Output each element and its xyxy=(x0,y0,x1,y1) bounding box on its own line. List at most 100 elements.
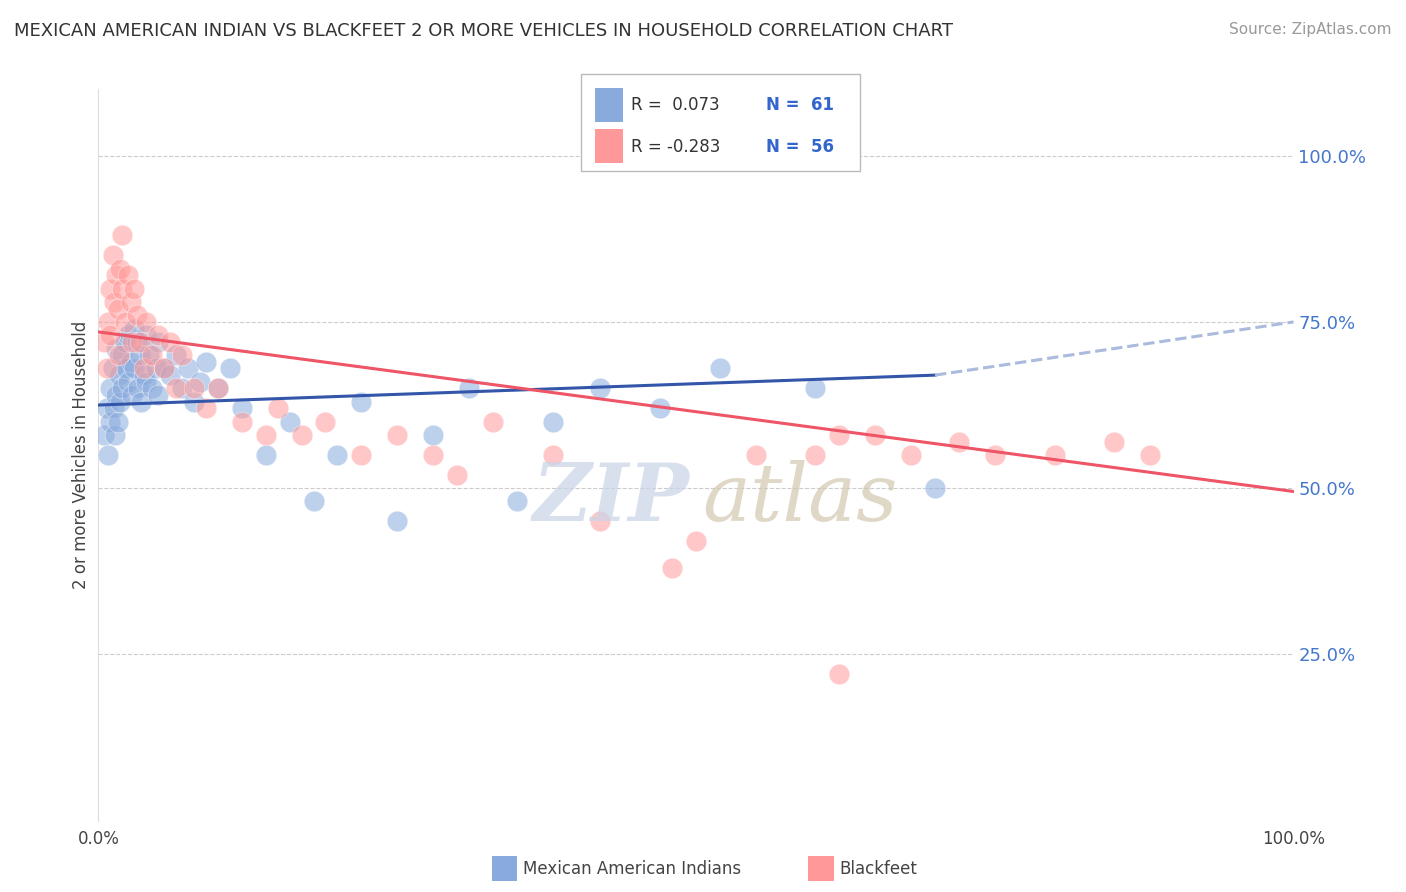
Point xyxy=(648,401,672,416)
Point xyxy=(93,428,115,442)
Text: R =  0.073: R = 0.073 xyxy=(631,96,720,114)
Point xyxy=(98,328,122,343)
Point xyxy=(135,328,157,343)
Point xyxy=(98,415,122,429)
Text: Source: ZipAtlas.com: Source: ZipAtlas.com xyxy=(1229,22,1392,37)
Point xyxy=(865,428,887,442)
Point xyxy=(446,467,468,482)
Point xyxy=(124,321,146,335)
Point xyxy=(117,375,139,389)
Point xyxy=(326,448,349,462)
Point xyxy=(159,334,181,349)
Point xyxy=(165,381,187,395)
Point xyxy=(104,428,127,442)
Point xyxy=(129,348,152,362)
Point xyxy=(172,381,194,395)
Point xyxy=(93,334,115,349)
Text: R = -0.283: R = -0.283 xyxy=(631,138,721,156)
Text: ZIP: ZIP xyxy=(533,460,690,538)
Point xyxy=(828,428,851,442)
Point xyxy=(302,494,325,508)
Point xyxy=(111,381,134,395)
Point xyxy=(804,448,827,462)
Text: Blackfeet: Blackfeet xyxy=(839,860,917,878)
Point xyxy=(96,401,118,416)
Point xyxy=(117,328,139,343)
Point xyxy=(231,401,253,416)
Point xyxy=(124,361,146,376)
Point xyxy=(267,401,290,416)
Text: MEXICAN AMERICAN INDIAN VS BLACKFEET 2 OR MORE VEHICLES IN HOUSEHOLD CORRELATION: MEXICAN AMERICAN INDIAN VS BLACKFEET 2 O… xyxy=(14,22,953,40)
Point xyxy=(107,368,129,383)
Point xyxy=(117,268,139,283)
Point xyxy=(97,315,120,329)
Point xyxy=(148,328,170,343)
Point xyxy=(105,268,128,283)
Y-axis label: 2 or more Vehicles in Household: 2 or more Vehicles in Household xyxy=(72,321,90,589)
Point xyxy=(107,415,129,429)
Point xyxy=(141,381,163,395)
Point xyxy=(948,434,970,449)
Point xyxy=(458,381,481,395)
Point xyxy=(254,448,277,462)
Point xyxy=(98,381,122,395)
Point xyxy=(108,394,131,409)
Point xyxy=(125,334,148,349)
Point xyxy=(422,448,444,462)
Point xyxy=(828,667,851,681)
Point xyxy=(219,361,242,376)
Point xyxy=(1043,448,1066,462)
Point xyxy=(172,348,194,362)
Point xyxy=(111,348,134,362)
Point xyxy=(135,375,157,389)
Point xyxy=(177,361,200,376)
Point xyxy=(101,248,124,262)
Point xyxy=(709,361,731,376)
Point xyxy=(231,415,253,429)
Point xyxy=(127,381,149,395)
Text: N =  56: N = 56 xyxy=(766,138,834,156)
Point xyxy=(111,228,134,243)
Point xyxy=(114,315,136,329)
Point xyxy=(141,348,163,362)
Point xyxy=(107,301,129,316)
Point xyxy=(114,334,136,349)
Point xyxy=(96,361,118,376)
Text: Mexican American Indians: Mexican American Indians xyxy=(523,860,741,878)
Point xyxy=(350,448,373,462)
Point xyxy=(1139,448,1161,462)
Point xyxy=(1104,434,1126,449)
Point xyxy=(278,415,301,429)
Point xyxy=(98,282,122,296)
Point xyxy=(105,342,128,356)
Point xyxy=(121,388,143,402)
Point xyxy=(101,361,124,376)
Point xyxy=(159,368,181,383)
Point xyxy=(121,334,143,349)
Point xyxy=(984,448,1007,462)
Point xyxy=(541,448,564,462)
Point xyxy=(115,361,138,376)
Point xyxy=(103,401,125,416)
Point xyxy=(924,481,946,495)
Point xyxy=(207,381,229,395)
Point xyxy=(195,355,218,369)
Point xyxy=(183,394,205,409)
Point xyxy=(661,561,683,575)
Point xyxy=(131,394,153,409)
Point xyxy=(385,515,409,529)
Point xyxy=(153,361,176,376)
Point xyxy=(506,494,529,508)
Point xyxy=(129,334,152,349)
Point xyxy=(188,375,211,389)
Point xyxy=(97,448,120,462)
Point xyxy=(422,428,444,442)
Point xyxy=(685,534,707,549)
Point xyxy=(125,308,148,322)
Point xyxy=(745,448,768,462)
Point xyxy=(589,381,612,395)
Point xyxy=(111,282,134,296)
Point xyxy=(153,361,176,376)
Point xyxy=(135,315,157,329)
Point xyxy=(589,515,612,529)
